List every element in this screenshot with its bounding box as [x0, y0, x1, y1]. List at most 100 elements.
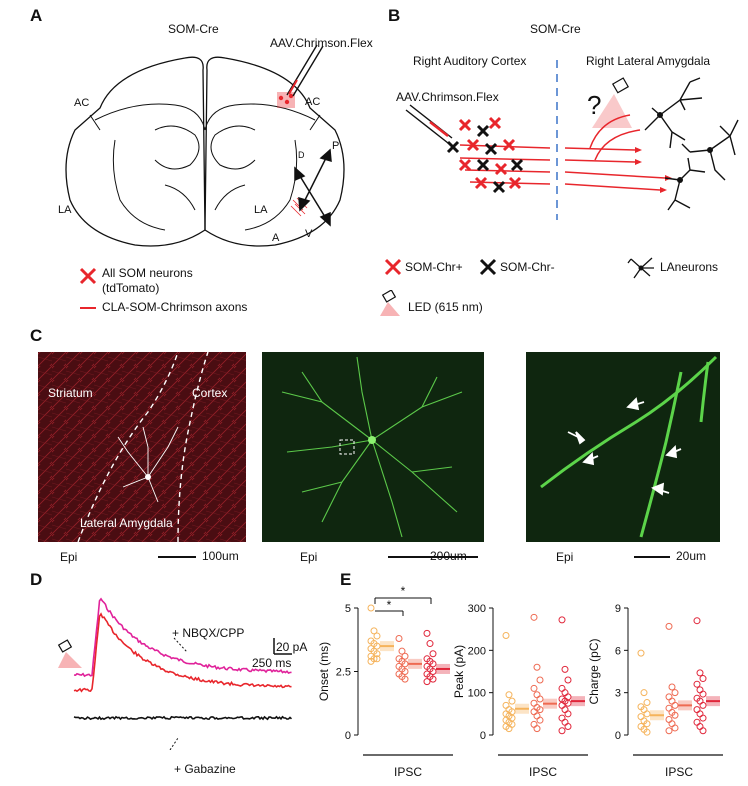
- data-point: [665, 693, 673, 701]
- data-point: [429, 668, 437, 675]
- micro-image-1: [38, 352, 246, 542]
- data-point: [401, 675, 409, 683]
- micro-image-2: [262, 352, 484, 542]
- data-point: [693, 680, 701, 688]
- label-ac-right: AC: [305, 96, 321, 108]
- y-axis-label: Charge (pC): [587, 638, 601, 704]
- y-tick-label: 100: [468, 688, 486, 700]
- data-point: [561, 718, 569, 726]
- data-point: [530, 684, 538, 692]
- sig-star-2: *: [387, 598, 392, 612]
- data-point: [693, 718, 701, 726]
- data-point: [640, 689, 648, 697]
- data-point: [564, 723, 572, 731]
- micro-1-epi: Epi: [60, 550, 78, 564]
- data-point: [533, 712, 541, 720]
- scale-ms: 250 ms: [252, 656, 292, 670]
- legend-led: LED (615 nm): [408, 300, 483, 314]
- data-point: [505, 691, 513, 699]
- data-point: [693, 617, 701, 625]
- data-point: [373, 632, 381, 640]
- scalebar-2: [388, 556, 478, 558]
- data-point: [699, 690, 707, 698]
- legend-la-neurons: LAneurons: [660, 260, 719, 274]
- axis-a-label: A: [272, 232, 280, 244]
- y-tick-label: 0: [480, 730, 486, 742]
- data-point: [564, 710, 572, 718]
- trace-label-gabazine: + Gabazine: [174, 762, 236, 776]
- data-point: [426, 640, 434, 648]
- data-point: [637, 713, 645, 721]
- led-icon: [380, 290, 400, 316]
- data-point: [401, 652, 409, 660]
- panel-a-label: A: [30, 6, 43, 25]
- data-point: [401, 668, 409, 675]
- y-tick-label: 300: [468, 603, 486, 615]
- panel-b-title: SOM-Cre: [530, 22, 581, 36]
- question-mark: ?: [587, 90, 602, 120]
- data-point: [429, 660, 437, 668]
- micro-2-scale: 200um: [430, 549, 467, 563]
- panel-a-title: SOM-Cre: [168, 22, 219, 36]
- data-point: [502, 701, 510, 709]
- data-point: [423, 629, 431, 637]
- data-point: [696, 669, 704, 677]
- data-point: [696, 723, 704, 731]
- data-point: [429, 675, 437, 683]
- data-point: [533, 725, 541, 733]
- data-point: [564, 693, 572, 701]
- ipsc-traces: [57, 597, 293, 750]
- micro-2-epi: Epi: [300, 550, 318, 564]
- y-tick-label: 3: [615, 688, 621, 700]
- data-point: [665, 727, 673, 735]
- data-point: [699, 727, 707, 735]
- data-point: [530, 720, 538, 728]
- data-point: [536, 676, 544, 684]
- label-ac-left: AC: [74, 97, 90, 109]
- data-point: [530, 699, 538, 707]
- y-tick-label: 200: [468, 645, 486, 657]
- data-point: [643, 710, 651, 718]
- data-point: [699, 701, 707, 709]
- chart1-xlabel: IPSC: [394, 765, 423, 779]
- data-point: [643, 699, 651, 707]
- label-la-right: LA: [254, 204, 268, 216]
- data-point: [395, 634, 403, 642]
- som-chr-neg-icon: [479, 258, 497, 276]
- panel-e-label: E: [340, 570, 352, 589]
- data-point: [533, 663, 541, 671]
- data-point: [367, 604, 375, 612]
- data-point: [665, 715, 673, 723]
- chart3-xlabel: IPSC: [665, 765, 694, 779]
- brain-section-diagram: [65, 44, 345, 247]
- y-axis-label: Onset (ms): [318, 642, 331, 701]
- micro-1-scale: 100um: [202, 549, 239, 563]
- y-axis-label: Peak (pA): [452, 645, 466, 698]
- region-auditory-cortex: Right Auditory Cortex: [413, 54, 527, 68]
- data-point: [536, 695, 544, 703]
- data-point: [533, 691, 541, 699]
- data-point: [564, 699, 572, 707]
- data-point: [693, 706, 701, 714]
- legend-som-sub: (tdTomato): [102, 281, 160, 295]
- micro-label-cortex: Cortex: [192, 386, 228, 400]
- micro-image-3: [526, 352, 720, 542]
- y-tick-label: 0: [345, 730, 351, 742]
- region-lateral-amygdala: Right Lateral Amygdala: [586, 54, 711, 68]
- scalebar-3: [634, 556, 670, 558]
- data-point: [502, 632, 510, 640]
- data-point: [423, 678, 431, 686]
- panel-b-virus: AAV.Chrimson.Flex: [396, 90, 499, 104]
- data-point: [671, 724, 679, 732]
- data-point: [530, 613, 538, 621]
- data-point: [696, 686, 704, 694]
- data-point: [665, 622, 673, 630]
- axon-legend-line: [80, 307, 96, 309]
- data-point: [643, 720, 651, 728]
- data-point: [367, 657, 375, 665]
- sig-star-1: *: [401, 584, 406, 598]
- trace-label-nbqx: + NBQX/CPP: [172, 626, 245, 640]
- micro-3-scale: 20um: [676, 549, 707, 563]
- chart2-xlabel: IPSC: [529, 765, 558, 779]
- scale-pa: 20 pA: [276, 640, 308, 654]
